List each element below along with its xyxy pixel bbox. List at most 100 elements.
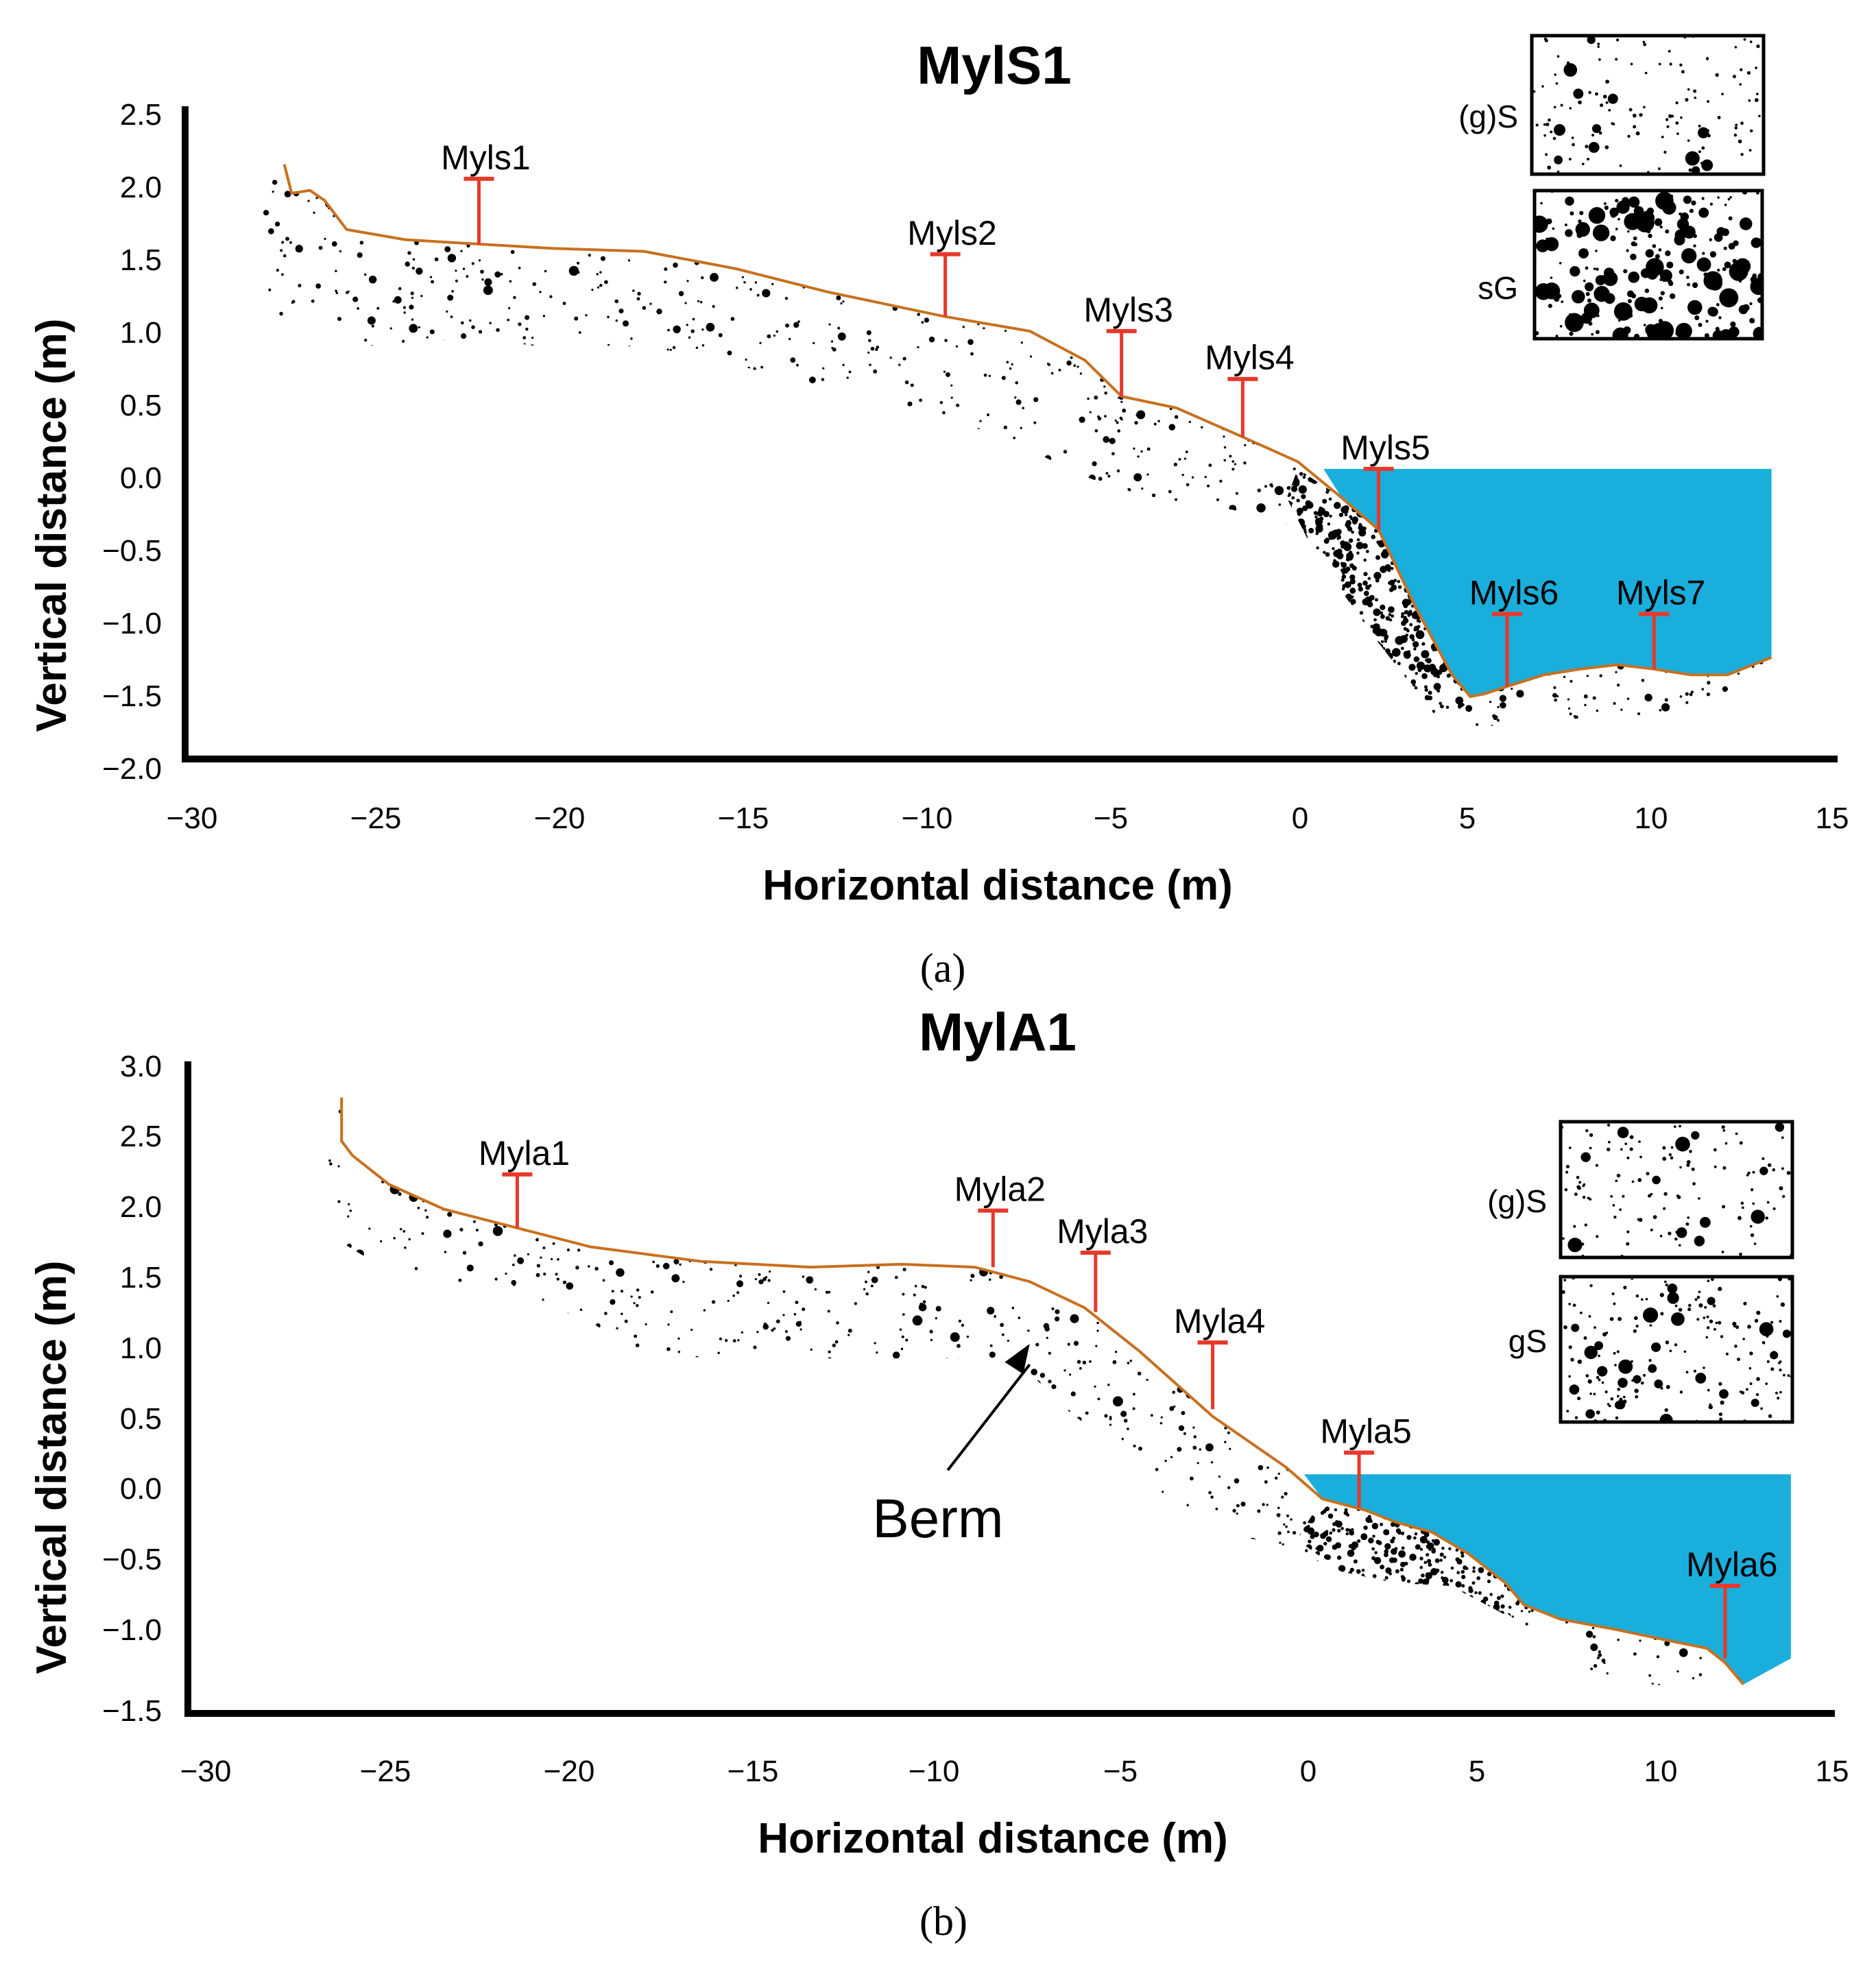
sand-grain — [1103, 575, 1106, 577]
sand-grain — [400, 1547, 404, 1550]
sand-grain — [398, 429, 402, 433]
sand-grain — [761, 1105, 765, 1109]
sand-grain — [1134, 420, 1138, 425]
sand-grain — [1120, 664, 1125, 669]
gravel-clast — [1338, 512, 1344, 518]
sand-grain — [465, 534, 468, 538]
gravel-clast — [1292, 519, 1297, 523]
sand-grain — [942, 411, 946, 415]
gravel-clast — [1342, 635, 1349, 642]
sand-grain — [491, 437, 494, 440]
sand-grain — [891, 172, 895, 176]
sand-grain — [352, 487, 356, 491]
gravel-pebble — [1535, 432, 1541, 437]
sand-grain — [875, 178, 878, 181]
sand-grain — [996, 636, 1000, 640]
sand-grain — [1696, 434, 1698, 437]
sand-grain — [1223, 435, 1225, 438]
gravel-pebble — [1316, 398, 1321, 405]
gravel-pebble — [1271, 703, 1278, 710]
gravel-pebble — [596, 369, 603, 376]
gravel-pebble — [989, 165, 995, 171]
sand-grain — [847, 463, 851, 466]
sand-grain — [865, 528, 868, 531]
sand-grain — [1512, 265, 1516, 268]
sand-grain — [1403, 216, 1407, 220]
sand-grain — [699, 191, 703, 195]
sand-grain — [1585, 266, 1589, 270]
gravel-clast — [1287, 518, 1296, 527]
sand-grain — [1546, 122, 1550, 127]
sand-grain — [1094, 395, 1098, 400]
gravel-pebble — [1138, 507, 1145, 515]
gravel-pebble — [789, 476, 797, 483]
sand-grain — [1676, 132, 1679, 135]
gravel-pebble — [895, 431, 904, 440]
gravel-clast — [1386, 677, 1392, 683]
sand-grain — [283, 338, 287, 341]
sand-grain — [1693, 89, 1697, 93]
sand-grain — [1333, 200, 1336, 204]
sand-grain — [744, 588, 748, 592]
gravel-pebble — [866, 330, 871, 335]
x-tick-label: −25 — [350, 802, 402, 835]
sand-grain — [543, 1609, 546, 1611]
gravel-clast — [1342, 541, 1351, 550]
gravel-clast — [1327, 708, 1334, 714]
sand-grain — [1643, 43, 1647, 47]
sand-grain — [378, 571, 381, 574]
sand-grain — [1765, 369, 1768, 372]
gravel-pebble — [1125, 666, 1131, 671]
sand-grain — [1373, 653, 1376, 657]
sand-grain — [641, 375, 645, 378]
sand-grain — [1135, 267, 1138, 270]
sand-grain — [348, 610, 350, 613]
sand-grain — [254, 220, 256, 223]
sand-grain — [556, 693, 560, 696]
sand-grain — [822, 367, 825, 370]
gravel-clast — [1537, 224, 1542, 229]
sand-grain — [810, 1681, 813, 1684]
sand-grain — [1186, 520, 1191, 525]
sand-grain — [1615, 198, 1619, 203]
sand-grain — [439, 557, 442, 559]
gravel-pebble — [1265, 269, 1271, 275]
sand-grain — [539, 291, 542, 293]
gravel-clast — [1421, 642, 1426, 646]
gravel-clast — [1286, 492, 1291, 497]
sand-grain — [1606, 1456, 1609, 1460]
sand-grain — [760, 1222, 764, 1226]
sand-grain — [725, 228, 729, 232]
sand-grain — [1060, 261, 1063, 265]
sand-grain — [721, 710, 724, 714]
sand-grain — [1111, 647, 1115, 650]
sand-grain — [1015, 445, 1018, 448]
sand-grain — [1164, 274, 1168, 277]
sand-grain — [695, 230, 698, 232]
sand-grain — [654, 574, 658, 578]
sand-grain — [1103, 212, 1107, 217]
sand-grain — [794, 433, 797, 437]
sand-grain — [1236, 259, 1239, 263]
sand-grain — [348, 697, 352, 701]
sand-grain — [1481, 225, 1485, 229]
gravel-clast — [1579, 210, 1584, 215]
gravel-clast — [1728, 326, 1740, 338]
gravel-pebble — [977, 533, 983, 540]
gravel-clast — [1351, 530, 1354, 534]
gravel-pebble — [1724, 433, 1729, 439]
sand-grain — [1300, 419, 1305, 423]
sand-grain — [1016, 552, 1020, 555]
sand-grain — [423, 1578, 426, 1581]
sand-grain — [940, 675, 943, 679]
gravel-clast — [1327, 638, 1333, 645]
sand-grain — [842, 363, 845, 366]
sand-grain — [637, 291, 641, 296]
gravel-pebble — [1282, 667, 1292, 677]
gravel-pebble — [392, 367, 398, 372]
sand-grain — [1456, 1312, 1459, 1316]
gravel-pebble — [484, 278, 492, 286]
sand-grain — [290, 347, 293, 350]
sand-grain — [786, 237, 790, 241]
sand-grain — [758, 554, 761, 557]
